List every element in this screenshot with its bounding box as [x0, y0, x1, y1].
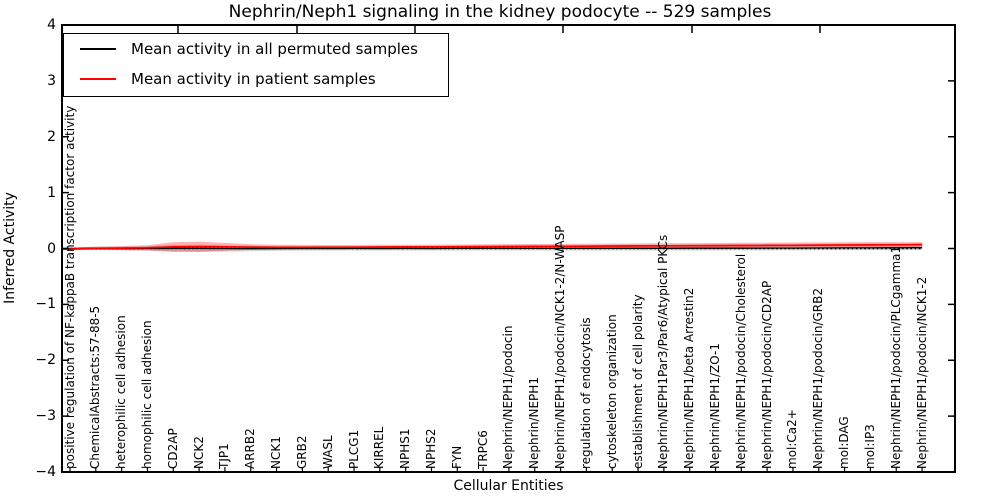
x-category-label: NCK1	[269, 436, 284, 469]
y-tick-label: 2	[47, 128, 56, 145]
x-category-label: Nephrin/NEPH1/podocin/Cholesterol	[733, 253, 748, 469]
x-category-label: Nephrin/NEPH1Par3/Par6/Atypical PKCs	[656, 234, 671, 469]
x-category-label: WASL	[320, 435, 335, 469]
y-tick-label: −4	[35, 464, 56, 480]
x-category-label: NCK2	[191, 436, 206, 469]
x-category-label: Nephrin/NEPH1/podocin/CD2AP	[759, 280, 774, 469]
x-category-label: TJP1	[217, 443, 232, 469]
x-category-label: NPHS2	[423, 428, 438, 470]
y-tick-label: 3	[47, 72, 56, 89]
x-category-label: mol:IP3	[862, 424, 877, 469]
y-tick-label: 1	[47, 184, 56, 201]
y-tick-label: 4	[47, 17, 56, 33]
x-category-label: GRB2	[294, 435, 309, 469]
x-category-label: TRPC6	[475, 430, 490, 469]
permuted-line-sample-icon	[80, 48, 116, 50]
x-category-label: ARRB2	[243, 428, 258, 469]
legend: Mean activity in all permuted samples Me…	[63, 33, 449, 97]
x-category-label: KIRREL	[372, 426, 387, 469]
permuted-mean-line	[62, 247, 923, 250]
x-category-label: Nephrin/NEPH1/podocin	[501, 325, 516, 469]
patient-line-sample-icon	[80, 78, 116, 80]
x-category-label: NPHS1	[398, 428, 413, 470]
x-category-label: CD2AP	[165, 428, 180, 469]
legend-item-patient: Mean activity in patient samples	[64, 64, 448, 94]
legend-label: Mean activity in all permuted samples	[131, 40, 418, 58]
patient-mean-line	[62, 243, 923, 250]
x-category-label: cytoskeleton organization	[604, 314, 619, 469]
x-category-label: Nephrin/NEPH1/podocin/PLCgamma1	[888, 245, 903, 469]
y-tick-label: −1	[35, 296, 56, 313]
x-axis-label: Cellular Entities	[453, 478, 564, 494]
x-category-label: establishment of cell polarity	[630, 294, 645, 469]
x-category-label: Nephrin/NEPH1/podocin/NCK1-2	[914, 276, 929, 469]
legend-item-permuted: Mean activity in all permuted samples	[64, 34, 448, 64]
x-category-label: Nephrin/NEPH1/ZO-1	[708, 343, 722, 469]
x-category-label: ChemicalAbstracts:57-88-5	[88, 305, 103, 469]
legend-label: Mean activity in patient samples	[131, 70, 376, 88]
x-category-label: regulation of endocytosis	[578, 317, 593, 469]
y-tick-label: −3	[35, 408, 56, 425]
x-category-label: positive regulation of NF-kappaB transcr…	[62, 105, 77, 469]
y-tick-label: 0	[47, 240, 56, 257]
y-axis-label: Inferred Activity	[2, 192, 18, 304]
x-category-label: PLCG1	[346, 429, 361, 469]
x-category-label: mol:DAG	[837, 416, 852, 469]
x-category-label: Nephrin/NEPH1	[527, 377, 542, 469]
x-category-label: homophilic cell adhesion	[139, 320, 154, 469]
x-category-label: Nephrin/NEPH1/podocin/NCK1-2/N-WASP	[553, 225, 568, 469]
x-category-label: Nephrin/NEPH1/podocin/GRB2	[811, 288, 826, 469]
chart-title: Nephrin/Neph1 signaling in the kidney po…	[228, 2, 772, 22]
y-tick-label: −2	[35, 352, 56, 369]
x-category-label: mol:Ca2+	[785, 409, 800, 469]
x-category-label: heterophilic cell adhesion	[114, 315, 129, 469]
x-category-label: FYN	[449, 445, 464, 469]
x-category-label: Nephrin/NEPH1/beta Arrestin2	[682, 287, 697, 469]
